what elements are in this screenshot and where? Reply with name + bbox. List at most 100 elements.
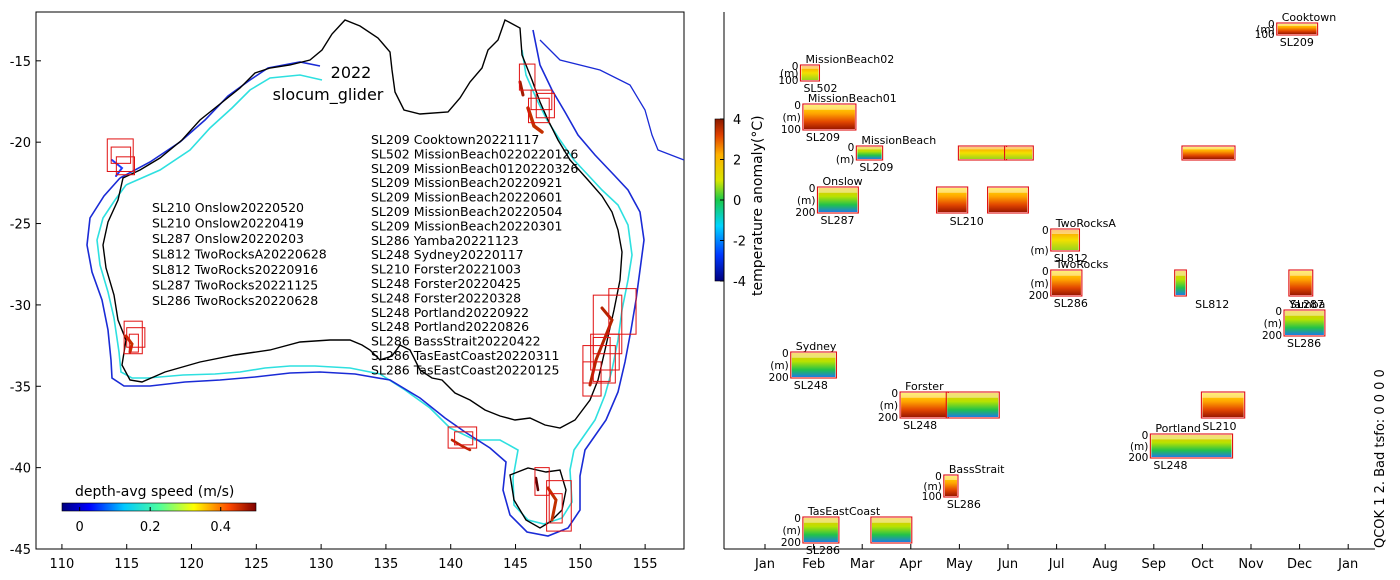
west-mission-entry: SL287 Onslow20220203 xyxy=(152,231,304,246)
mission-block-surface xyxy=(818,188,858,193)
timeline-mission-blocks xyxy=(790,22,1326,544)
map-y-tick-label: -35 xyxy=(10,380,31,395)
site-glider-label: SL248 xyxy=(794,379,828,392)
site-label-group: Yamba 0(m)200 SL286 xyxy=(1262,298,1325,350)
site-label-group: Onslow 0(m)200 SL287 xyxy=(795,175,862,227)
mission-block-fill xyxy=(871,518,911,542)
mission-block-surface xyxy=(947,393,999,398)
site-depth-tick-label: (m) xyxy=(1264,318,1282,330)
site-glider-label: SL502 xyxy=(803,82,837,95)
site-name-label: TasEastCoast xyxy=(807,505,881,518)
site-depth-tick-label: (m) xyxy=(836,154,854,166)
site-depth-tick-label: (m) xyxy=(1030,278,1048,290)
site-label-group: Cooktown 0(m)100 SL209 xyxy=(1255,11,1337,49)
site-glider-label: SL248 xyxy=(903,419,937,432)
site-depth-tick-label: 0 xyxy=(792,61,799,73)
site-glider-label: SL286 xyxy=(1287,337,1321,350)
site-name-label: Cooktown xyxy=(1282,11,1337,24)
mission-block xyxy=(935,186,969,214)
mission-block-outline xyxy=(1050,228,1081,252)
mission-block xyxy=(802,516,840,544)
contour-2000m-blue xyxy=(86,29,645,537)
site-depth-tick-label: (m) xyxy=(797,195,815,207)
site-name-label: TwoRocks xyxy=(1055,258,1109,271)
site-name-label: Yamba xyxy=(1288,298,1325,311)
east-mission-entry: SL209 MissionBeach20220301 xyxy=(371,218,562,233)
map-mission-box xyxy=(608,288,637,335)
site-depth-tick-label: 200 xyxy=(1128,452,1148,464)
map-y-tick-label: -20 xyxy=(10,136,31,151)
mission-block-surface xyxy=(791,353,836,358)
site-depth-tick-label: 100 xyxy=(922,491,942,503)
mission-block-fill xyxy=(1051,230,1079,250)
mission-block-fill xyxy=(803,105,855,129)
east-mission-entry: SL209 Cooktown20221117 xyxy=(371,132,539,147)
mission-block-outline xyxy=(816,186,859,214)
month-tick-label: Dec xyxy=(1287,557,1312,572)
site-name-label: Onslow xyxy=(822,175,862,188)
map-mission-box xyxy=(106,138,134,172)
glider-tracks xyxy=(111,80,614,522)
east-mission-entry: SL209 MissionBeach20220504 xyxy=(371,204,562,219)
mission-block xyxy=(987,186,1029,214)
map-mission-box xyxy=(115,156,135,176)
mission-block-outline xyxy=(1004,145,1034,161)
month-tick-label: Mar xyxy=(850,557,875,572)
temperature-colorbar-label: temperature anomaly(°C) xyxy=(750,115,766,296)
mission-block-surface xyxy=(1289,271,1312,276)
site-depth-tick-label: 0 xyxy=(935,471,942,483)
mission-block-surface xyxy=(1051,230,1079,234)
east-mission-entry: SL286 TasEastCoast20220311 xyxy=(371,348,560,363)
site-depth-tick-label: (m) xyxy=(782,525,800,537)
site-label-group: TwoRocksA 0 (m) SL812 xyxy=(1030,217,1116,265)
map-mission-box xyxy=(590,333,620,371)
map-y-tick-label: -15 xyxy=(10,55,31,70)
site-label-group: MissionBeach02 0(m)100 SL502 xyxy=(778,53,894,95)
map-mission-box xyxy=(534,467,550,496)
map-mission-box xyxy=(454,431,474,446)
mission-block xyxy=(855,145,884,161)
map-x-tick-label: 135 xyxy=(374,557,399,572)
west-mission-entry: SL210 Onslow20220419 xyxy=(152,216,304,231)
mission-block-fill xyxy=(1182,147,1234,159)
mission-glider-label: SL210 xyxy=(1202,420,1236,433)
temperature-colorbar-tick-label: 0 xyxy=(733,194,741,209)
site-name-label: TwoRocksA xyxy=(1055,217,1117,230)
site-depth-tick-label: 0 xyxy=(794,100,801,112)
site-name-label: Sydney xyxy=(796,340,837,353)
site-depth-tick-label: 200 xyxy=(769,372,789,384)
mission-block-surface xyxy=(1051,271,1081,276)
timeline-panel: -4 -2 0 2 4 temperature anomaly(°C) Jan Feb Ma… xyxy=(714,11,1388,572)
mission-block-outline xyxy=(1181,145,1236,161)
mission-block xyxy=(1050,269,1083,297)
mission-block-outline xyxy=(1288,269,1314,297)
site-depth-tick-label: 0 xyxy=(1142,430,1149,442)
mission-block-surface xyxy=(988,188,1028,193)
east-mission-entry: SL209 MissionBeach20220921 xyxy=(371,175,562,190)
mission-block-surface xyxy=(857,147,882,150)
map-mission-box xyxy=(518,63,536,91)
map-y-tick-label: -45 xyxy=(10,543,31,558)
map-mission-box xyxy=(110,146,132,164)
site-name-label: BassStrait xyxy=(949,463,1005,476)
site-depth-tick-label: 200 xyxy=(1262,330,1282,342)
mission-block xyxy=(899,391,949,419)
mission-block-fill xyxy=(959,147,1006,159)
site-glider-label: SL248 xyxy=(1153,459,1187,472)
site-glider-label: SL209 xyxy=(1280,36,1314,49)
east-mission-entry: SL248 Portland20220826 xyxy=(371,319,529,334)
mission-block-outline xyxy=(870,516,913,544)
map-x-tick-label: 115 xyxy=(114,557,139,572)
mission-block-outline xyxy=(1149,433,1234,459)
mission-block-outline xyxy=(987,186,1029,214)
site-glider-label: SL286 xyxy=(1054,297,1088,310)
map-mission-box xyxy=(126,327,146,348)
map-x-tick-label: 140 xyxy=(438,557,463,572)
site-depth-tick-label: (m) xyxy=(1030,245,1048,257)
west-mission-entry: SL812 TwoRocksA20220628 xyxy=(152,247,327,262)
timeline-side-note: QCOK 1 2. Bad tsfo: 0 0 0 0 xyxy=(1373,369,1388,548)
mission-block xyxy=(1149,433,1234,459)
map-mission-box xyxy=(123,320,143,355)
timeline-site-labels: Cooktown0(m)100SL209MissionBeach020(m)10… xyxy=(769,11,1337,557)
